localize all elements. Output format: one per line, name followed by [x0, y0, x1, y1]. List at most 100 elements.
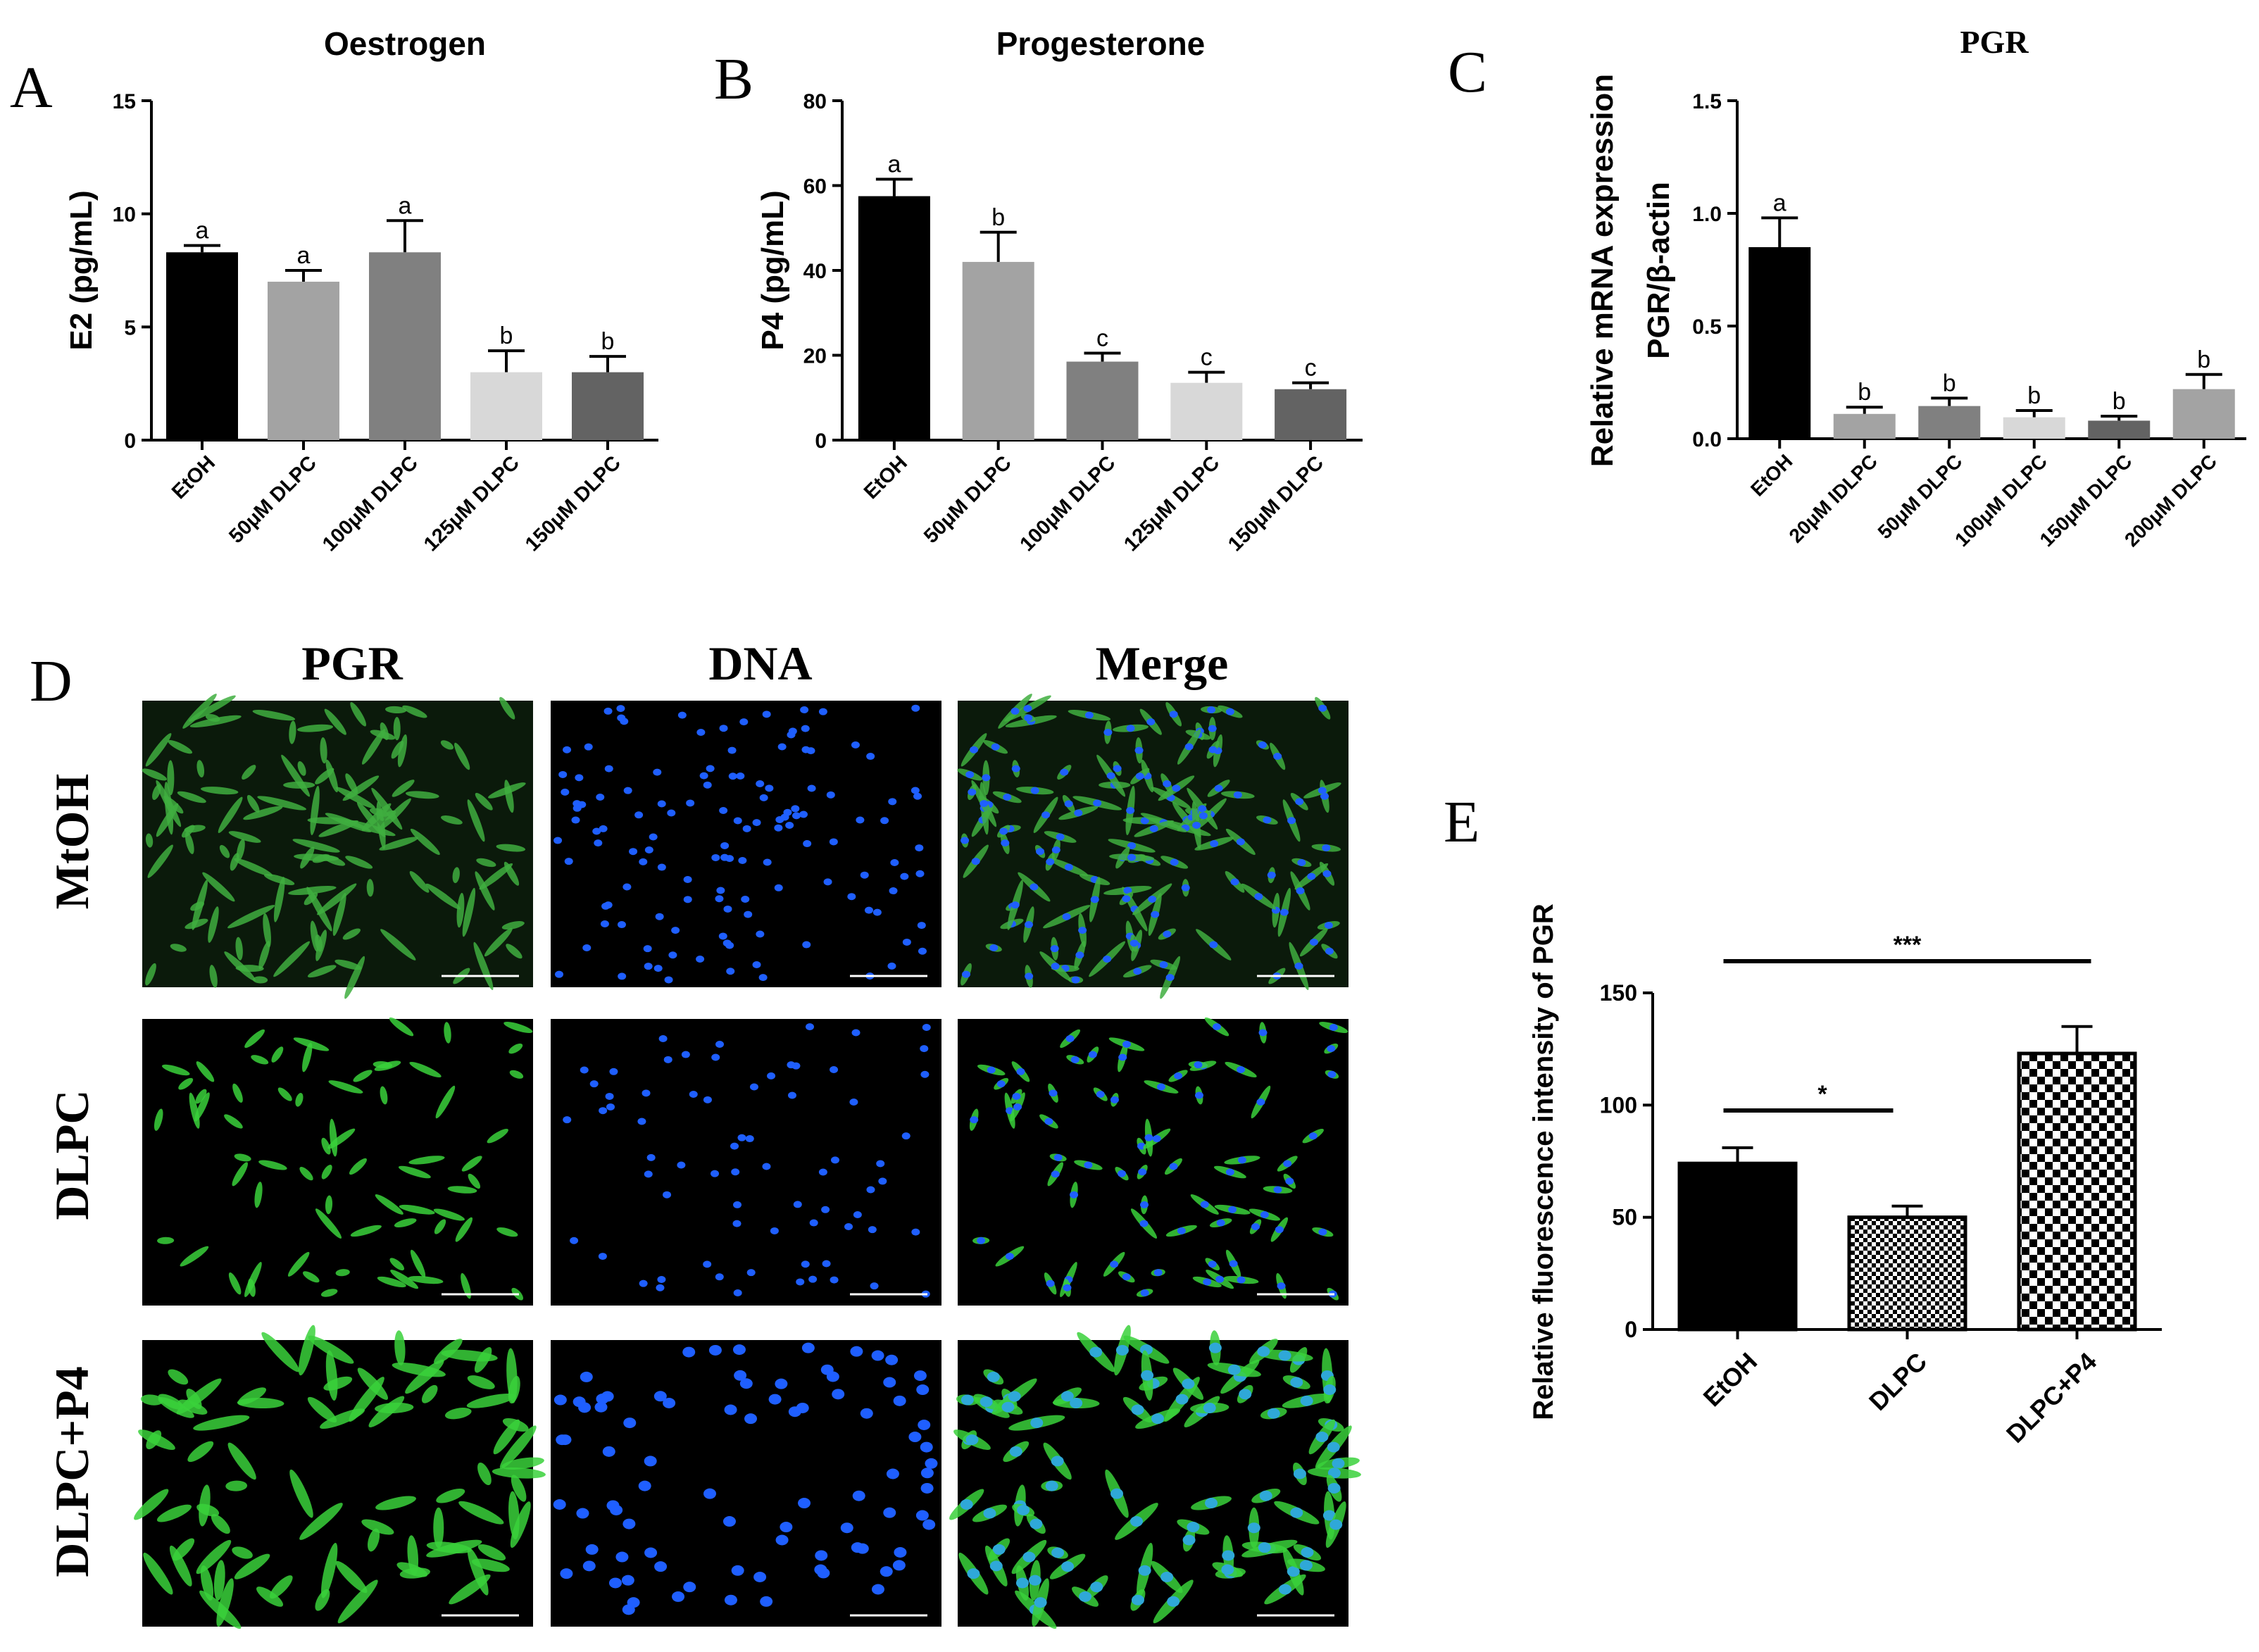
pgr-cell [257, 796, 306, 811]
nucleus [720, 841, 730, 849]
nucleus [1088, 1051, 1097, 1058]
significance-letter: b [2027, 382, 2041, 409]
nucleus [758, 974, 768, 982]
pgr-cell [237, 1387, 267, 1406]
nucleus [1247, 1522, 1260, 1534]
pgr-cell [152, 784, 161, 801]
pgr-cell [462, 887, 476, 937]
pgr-cell [194, 1092, 210, 1122]
panel-letter-b: B [714, 46, 753, 112]
pgr-cell [307, 965, 337, 978]
nucleus [1106, 772, 1115, 780]
pgr-cell [227, 905, 275, 929]
nucleus [920, 1482, 934, 1494]
nucleus [1046, 1279, 1055, 1287]
pgr-cell [410, 1249, 426, 1278]
pgr-cell [393, 717, 401, 741]
nucleus [575, 774, 584, 782]
nucleus [911, 704, 920, 712]
pgr-cell [293, 1037, 330, 1051]
nucleus [1133, 968, 1142, 975]
pgr-cell [170, 944, 187, 952]
pgr-cell [394, 1218, 417, 1227]
nucleus [1277, 1282, 1286, 1290]
pgr-cell [458, 1501, 504, 1525]
nucleus [1123, 887, 1132, 894]
nucleus [1323, 1384, 1337, 1396]
nucleus [1254, 893, 1263, 901]
nucleus [887, 962, 896, 970]
nucleus [1295, 798, 1304, 806]
nucleus [1028, 1575, 1041, 1586]
nucleus [1318, 787, 1327, 794]
pgr-cell [334, 959, 362, 970]
nucleus [787, 1061, 796, 1069]
nucleus [1118, 1053, 1127, 1061]
nucleus [918, 1420, 931, 1431]
panel-letter-a: A [10, 55, 53, 120]
nucleus [601, 1391, 614, 1402]
nucleus [1256, 1098, 1265, 1106]
nucleus [1273, 753, 1282, 761]
nucleus [715, 1041, 725, 1049]
nucleus [1300, 1395, 1313, 1406]
nucleus [604, 765, 613, 772]
nucleus [1324, 922, 1333, 930]
pgr-cell [224, 951, 256, 982]
nucleus [572, 1396, 586, 1408]
nucleus [1215, 1275, 1225, 1283]
pgr-cell [251, 1055, 269, 1065]
nucleus [1221, 1564, 1234, 1575]
nucleus [623, 1418, 637, 1429]
nucleus [1075, 951, 1084, 959]
nucleus [745, 1135, 754, 1143]
nucleus [1118, 1170, 1127, 1177]
nucleus [880, 1566, 893, 1577]
nucleus [671, 927, 680, 934]
pgr-cell [227, 1442, 256, 1480]
pgr-cell [476, 858, 496, 868]
category-label: 150μM DLPC [521, 451, 625, 556]
nucleus [1308, 1132, 1318, 1140]
nucleus [1174, 1072, 1183, 1080]
nucleus [571, 816, 580, 824]
nucleus [885, 1354, 899, 1365]
nucleus [980, 1396, 993, 1408]
nucleus [1208, 725, 1217, 732]
pgr-cell [147, 844, 173, 878]
nucleus [1203, 1278, 1212, 1286]
pgr-cell [325, 1350, 338, 1401]
pgr-cell [501, 921, 525, 930]
nucleus [1126, 725, 1135, 732]
nucleus [1005, 1253, 1014, 1260]
bar [369, 252, 441, 440]
nucleus [1070, 1056, 1080, 1063]
y-tick-label: 10 [113, 204, 136, 227]
nucleus [1237, 1276, 1246, 1284]
nucleus [1110, 1096, 1119, 1103]
nucleus [1010, 901, 1020, 909]
y-axis-label-secondary: PGR/β-actin [1641, 182, 1676, 359]
nucleus [911, 787, 920, 794]
pgr-cell [447, 1186, 477, 1194]
nucleus [599, 1107, 608, 1115]
pgr-cell [192, 880, 208, 930]
category-label: EtOH [1746, 450, 1796, 500]
nucleus [1278, 1584, 1291, 1595]
nucleus [732, 1220, 741, 1227]
significance-letter: b [2197, 346, 2210, 373]
nucleus [677, 1161, 686, 1169]
nucleus [1096, 1090, 1105, 1098]
pgr-cell [475, 792, 493, 811]
nucleus [1259, 1490, 1272, 1501]
pgr-cell [399, 1204, 435, 1215]
nucleus [621, 1575, 634, 1586]
pgr-cell [335, 1560, 368, 1594]
nucleus [780, 1522, 793, 1533]
pgr-cell [261, 1332, 300, 1372]
pgr-cell [426, 1541, 472, 1553]
nucleus [616, 705, 625, 713]
nucleus [744, 1413, 758, 1425]
pgr-cell [350, 702, 367, 727]
nucleus [756, 780, 765, 787]
